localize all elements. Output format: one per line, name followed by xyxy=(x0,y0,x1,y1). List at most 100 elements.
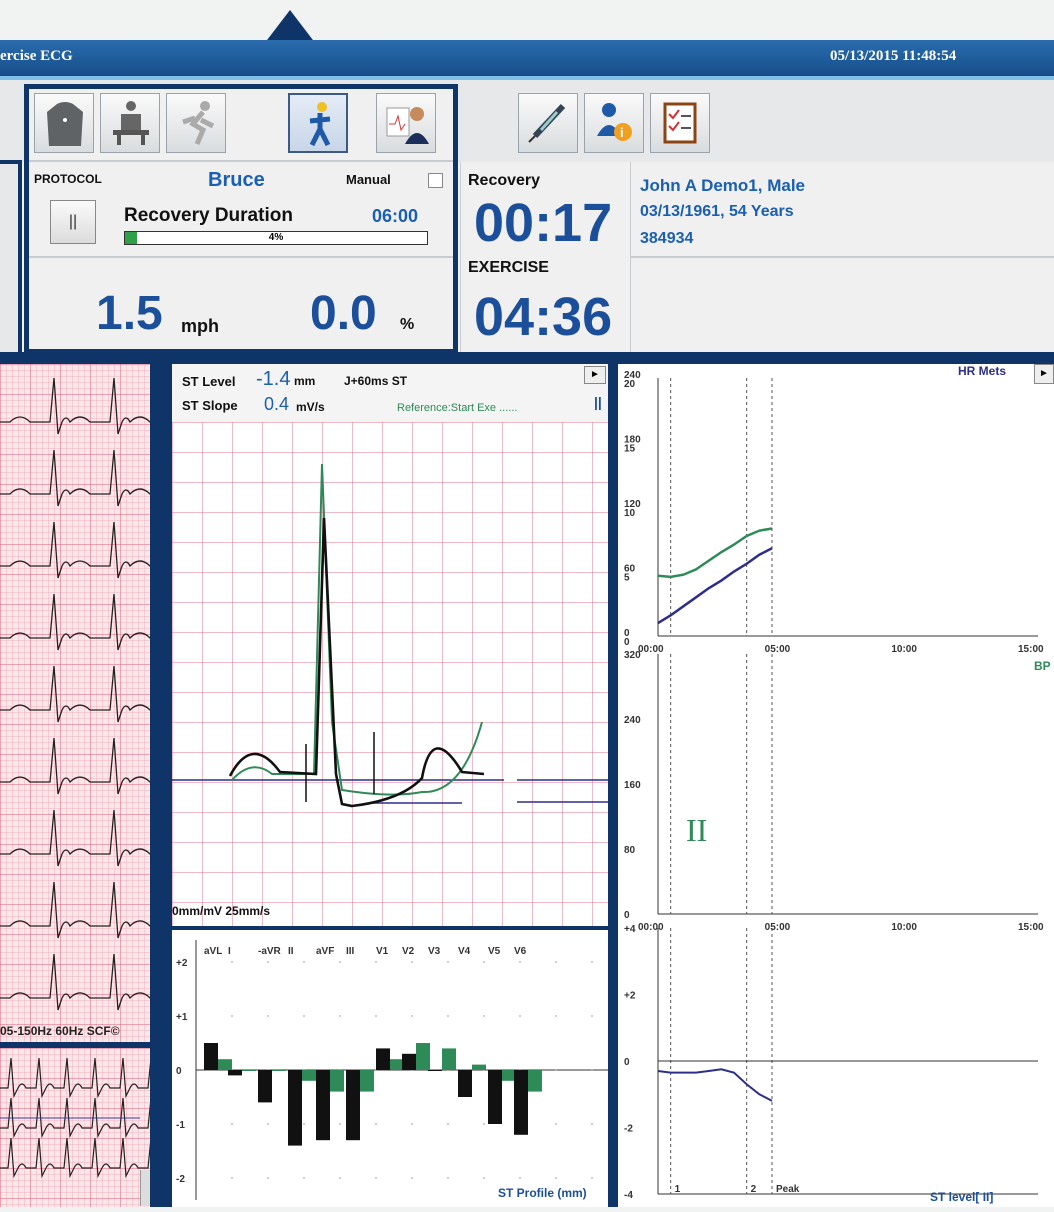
ecg-lead-trace xyxy=(0,809,150,867)
grid-dot xyxy=(375,1123,377,1125)
manual-checkbox[interactable] xyxy=(428,173,443,188)
patient-id: 384934 xyxy=(640,230,694,247)
stage-progress-bar: 4% xyxy=(124,231,428,245)
st-point-label: J+60ms ST xyxy=(344,374,408,388)
grid-dot xyxy=(591,1123,593,1125)
grid-dot xyxy=(231,961,233,963)
st-slope-label: ST Slope xyxy=(182,398,238,413)
left-panel-edge xyxy=(0,160,22,354)
grid-dot xyxy=(231,1177,233,1179)
st-bar xyxy=(346,1070,360,1141)
st-y-tick: +2 xyxy=(624,991,636,1002)
stage-time: 06:00 xyxy=(372,206,419,226)
patient-seated-button[interactable] xyxy=(100,93,160,153)
trends-play-button[interactable]: ► xyxy=(1034,364,1054,384)
hr-y-tick: 240 xyxy=(624,370,641,381)
lead-label: V1 xyxy=(376,946,389,957)
recovery-time: 00:17 xyxy=(474,193,613,253)
lead-label: V2 xyxy=(402,946,415,957)
grid-dot xyxy=(267,1177,269,1179)
grid-dot xyxy=(555,1123,557,1125)
running-button[interactable] xyxy=(166,93,226,153)
lead-label: V6 xyxy=(514,946,527,957)
st-bar xyxy=(376,1048,390,1070)
hr-y-tick: 60 xyxy=(624,564,636,575)
grid-dot xyxy=(375,1015,377,1017)
time-tick-label: 15:00 xyxy=(1018,922,1044,933)
grid-dot xyxy=(447,1123,449,1125)
st-slope-unit: mV/s xyxy=(296,400,325,414)
ecg-lead-trace xyxy=(0,521,150,579)
y-tick-label: -2 xyxy=(176,1174,185,1185)
st-bar xyxy=(390,1059,404,1070)
stage-label: 2 xyxy=(751,1184,757,1195)
grid-dot xyxy=(267,1123,269,1125)
grade-unit: % xyxy=(400,316,415,333)
patient-dob-age: 03/13/1961, 54 Years xyxy=(640,203,794,220)
grid-dot xyxy=(555,961,557,963)
grid-dot xyxy=(375,961,377,963)
st-bar xyxy=(360,1070,374,1092)
doctor-report-icon xyxy=(386,107,429,144)
doctor-report-button[interactable] xyxy=(376,93,436,153)
checklist-button[interactable] xyxy=(650,93,710,153)
exercise-label: EXERCISE xyxy=(468,259,549,276)
grid-dot xyxy=(339,1177,341,1179)
datetime-display: 05/13/2015 11:48:54 xyxy=(830,48,957,64)
stage-label: 1 xyxy=(675,1184,681,1195)
walking-button[interactable] xyxy=(288,93,348,153)
stage-label: Peak xyxy=(776,1184,800,1195)
lead-label: V3 xyxy=(428,946,441,957)
bp-y-tick: 320 xyxy=(624,650,641,661)
time-tick-label: 15:00 xyxy=(1018,644,1044,655)
ecg-lead-trace xyxy=(0,449,150,507)
medication-button[interactable] xyxy=(518,93,578,153)
st-y-tick: 0 xyxy=(624,1057,630,1068)
time-tick-label: 10:00 xyxy=(891,644,917,655)
current-complex xyxy=(228,517,485,808)
st-pause-button[interactable]: || xyxy=(594,394,602,410)
walking-person-icon xyxy=(309,102,331,147)
grid-dot xyxy=(591,1069,593,1071)
rhythm-strip xyxy=(0,1048,150,1207)
grid-dot xyxy=(519,1015,521,1017)
patient-name: John A Demo1, Male xyxy=(640,176,805,195)
grid-dot xyxy=(339,1123,341,1125)
hr-trend-line xyxy=(657,527,773,579)
timers-panel xyxy=(460,162,629,352)
st-play-button[interactable]: ► xyxy=(584,366,606,384)
pause-button[interactable]: || xyxy=(50,200,96,244)
title-bar: ercise ECG 05/13/2015 11:48:54 xyxy=(0,40,1054,80)
st-trend-line xyxy=(657,1068,773,1102)
y-tick-label: +2 xyxy=(176,958,188,969)
patient-info-button[interactable]: i xyxy=(584,93,644,153)
st-scale-label: 0mm/mV 25mm/s xyxy=(172,904,271,918)
syringe-icon xyxy=(528,103,566,143)
torso-button[interactable] xyxy=(34,93,94,153)
clipboard-checklist-icon xyxy=(663,102,697,144)
st-complex-grid: 0mm/mV 25mm/s xyxy=(172,422,608,926)
st-bar xyxy=(242,1070,256,1071)
st-bar xyxy=(442,1048,456,1070)
mets-trend-line xyxy=(657,547,773,625)
grid-dot xyxy=(483,1177,485,1179)
st-slope-value: 0.4 xyxy=(264,394,290,414)
hr-legend: HR Mets xyxy=(958,364,1007,378)
grid-dot xyxy=(339,961,341,963)
st-y-tick: -4 xyxy=(624,1190,633,1201)
rhythm-scrollbar[interactable] xyxy=(140,1170,150,1206)
protocol-name[interactable]: Bruce xyxy=(208,169,265,191)
hr-y-tick: 120 xyxy=(624,499,641,510)
st-bar xyxy=(488,1070,502,1124)
grid-dot xyxy=(411,1123,413,1125)
st-bar xyxy=(204,1043,218,1070)
stage-progress-text: 4% xyxy=(268,232,284,243)
grid-dot xyxy=(591,1015,593,1017)
st-trend-title: ST level[ II] xyxy=(930,1190,994,1204)
running-person-icon xyxy=(182,101,215,145)
st-bar xyxy=(272,1070,286,1071)
st-bar xyxy=(528,1070,542,1092)
grid-dot xyxy=(339,1015,341,1017)
grid-dot xyxy=(483,1123,485,1125)
manual-label: Manual xyxy=(346,172,391,187)
